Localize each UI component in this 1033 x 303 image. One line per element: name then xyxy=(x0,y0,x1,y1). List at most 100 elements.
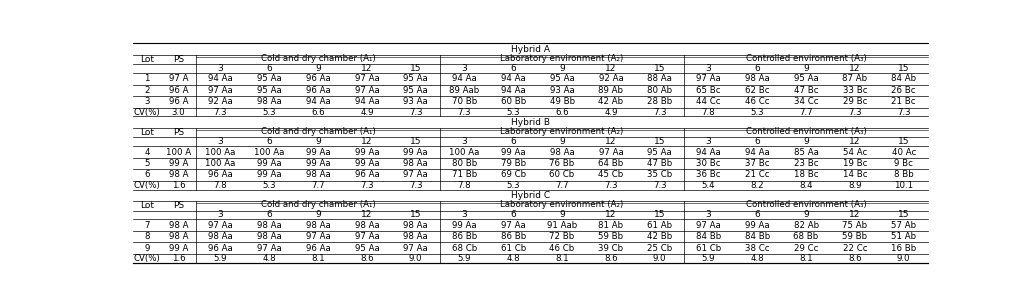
Text: 95 Aa: 95 Aa xyxy=(648,148,672,157)
Text: 28 Bb: 28 Bb xyxy=(647,97,672,106)
Text: 97 Aa: 97 Aa xyxy=(208,221,232,230)
Text: 8.6: 8.6 xyxy=(604,254,618,263)
Text: Cold and dry chamber (A₁): Cold and dry chamber (A₁) xyxy=(260,200,375,209)
Text: 60 Bb: 60 Bb xyxy=(501,97,526,106)
Text: 98 Aa: 98 Aa xyxy=(257,97,282,106)
Text: 96 Aa: 96 Aa xyxy=(306,75,331,83)
Text: 98 Aa: 98 Aa xyxy=(306,171,331,179)
Text: 8.1: 8.1 xyxy=(556,254,569,263)
Text: 98 Aa: 98 Aa xyxy=(257,221,282,230)
Text: 15: 15 xyxy=(654,137,665,146)
Text: 1.6: 1.6 xyxy=(171,254,186,263)
Text: 46 Cc: 46 Cc xyxy=(745,97,770,106)
Text: 99 Aa: 99 Aa xyxy=(257,159,282,168)
Text: 69 Cb: 69 Cb xyxy=(501,171,526,179)
Text: 14 Bc: 14 Bc xyxy=(843,171,867,179)
Text: 10.1: 10.1 xyxy=(895,181,913,190)
Text: 7.8: 7.8 xyxy=(214,181,227,190)
Text: 42 Bb: 42 Bb xyxy=(647,232,672,241)
Text: 9: 9 xyxy=(559,64,565,73)
Text: 9: 9 xyxy=(315,211,321,219)
Text: Laboratory environment (A₂): Laboratory environment (A₂) xyxy=(500,200,624,209)
Text: 95 Aa: 95 Aa xyxy=(550,75,574,83)
Text: 38 Cc: 38 Cc xyxy=(745,244,770,252)
Text: Controlled environment (A₃): Controlled environment (A₃) xyxy=(746,127,867,136)
Text: 8.1: 8.1 xyxy=(800,254,813,263)
Text: 9: 9 xyxy=(315,64,321,73)
Text: 81 Ab: 81 Ab xyxy=(598,221,624,230)
Text: 34 Cc: 34 Cc xyxy=(793,97,818,106)
Text: 8.9: 8.9 xyxy=(848,181,862,190)
Text: 59 Bb: 59 Bb xyxy=(842,232,868,241)
Text: 61 Ab: 61 Ab xyxy=(647,221,672,230)
Text: 5.3: 5.3 xyxy=(262,108,276,117)
Text: 5.9: 5.9 xyxy=(214,254,227,263)
Text: 21 Bc: 21 Bc xyxy=(891,97,916,106)
Text: 7.3: 7.3 xyxy=(409,108,422,117)
Text: 44 Cc: 44 Cc xyxy=(696,97,721,106)
Text: 7.7: 7.7 xyxy=(800,108,813,117)
Text: 2: 2 xyxy=(145,86,150,95)
Text: 88 Aa: 88 Aa xyxy=(648,75,672,83)
Text: 94 Aa: 94 Aa xyxy=(696,148,721,157)
Text: 98 Aa: 98 Aa xyxy=(403,232,428,241)
Text: Lot: Lot xyxy=(140,128,154,137)
Text: 91 Aab: 91 Aab xyxy=(546,221,577,230)
Text: 7.3: 7.3 xyxy=(214,108,227,117)
Text: 80 Bb: 80 Bb xyxy=(451,159,477,168)
Text: 9.0: 9.0 xyxy=(653,254,666,263)
Text: 3: 3 xyxy=(218,137,223,146)
Text: 94 Aa: 94 Aa xyxy=(208,75,232,83)
Text: 6.6: 6.6 xyxy=(311,108,325,117)
Text: 94 Aa: 94 Aa xyxy=(452,75,477,83)
Text: 23 Bc: 23 Bc xyxy=(793,159,818,168)
Text: 97 A: 97 A xyxy=(169,75,188,83)
Text: 95 Aa: 95 Aa xyxy=(403,86,428,95)
Text: 7.3: 7.3 xyxy=(604,181,618,190)
Text: 12: 12 xyxy=(362,64,373,73)
Text: 96 A: 96 A xyxy=(169,86,188,95)
Text: 94 Aa: 94 Aa xyxy=(745,148,770,157)
Text: 3: 3 xyxy=(462,137,467,146)
Text: 95 Aa: 95 Aa xyxy=(257,86,282,95)
Text: 15: 15 xyxy=(654,211,665,219)
Text: 59 Bb: 59 Bb xyxy=(598,232,624,241)
Text: 9: 9 xyxy=(559,211,565,219)
Text: 30 Bc: 30 Bc xyxy=(696,159,721,168)
Text: 45 Cb: 45 Cb xyxy=(598,171,624,179)
Text: 6: 6 xyxy=(510,211,516,219)
Text: 98 Aa: 98 Aa xyxy=(257,232,282,241)
Text: 12: 12 xyxy=(362,211,373,219)
Text: 6: 6 xyxy=(267,211,272,219)
Text: 96 Aa: 96 Aa xyxy=(208,244,232,252)
Text: Hybrid B: Hybrid B xyxy=(511,118,551,127)
Text: 6.6: 6.6 xyxy=(556,108,569,117)
Text: 4.8: 4.8 xyxy=(506,254,520,263)
Text: 33 Bc: 33 Bc xyxy=(843,86,867,95)
Text: 99 Aa: 99 Aa xyxy=(501,148,526,157)
Text: 94 Aa: 94 Aa xyxy=(501,75,526,83)
Text: Hybrid C: Hybrid C xyxy=(511,191,551,200)
Text: Lot: Lot xyxy=(140,55,154,64)
Text: 4.9: 4.9 xyxy=(361,108,374,117)
Text: 49 Bb: 49 Bb xyxy=(550,97,574,106)
Text: 8 Bb: 8 Bb xyxy=(894,171,913,179)
Text: 46 Cb: 46 Cb xyxy=(550,244,574,252)
Text: Cold and dry chamber (A₁): Cold and dry chamber (A₁) xyxy=(260,127,375,136)
Text: 12: 12 xyxy=(849,211,860,219)
Text: 3: 3 xyxy=(462,211,467,219)
Text: 61 Cb: 61 Cb xyxy=(501,244,526,252)
Text: 96 Aa: 96 Aa xyxy=(208,171,232,179)
Text: 68 Cb: 68 Cb xyxy=(451,244,477,252)
Text: 8.4: 8.4 xyxy=(800,181,813,190)
Text: 29 Bc: 29 Bc xyxy=(843,97,867,106)
Text: 99 Aa: 99 Aa xyxy=(745,221,770,230)
Text: 3: 3 xyxy=(706,64,712,73)
Text: 100 Aa: 100 Aa xyxy=(206,159,236,168)
Text: 8: 8 xyxy=(145,232,150,241)
Text: 98 A: 98 A xyxy=(169,232,188,241)
Text: 4.8: 4.8 xyxy=(751,254,764,263)
Text: 99 Aa: 99 Aa xyxy=(306,148,331,157)
Text: 65 Bc: 65 Bc xyxy=(696,86,721,95)
Text: 12: 12 xyxy=(605,64,617,73)
